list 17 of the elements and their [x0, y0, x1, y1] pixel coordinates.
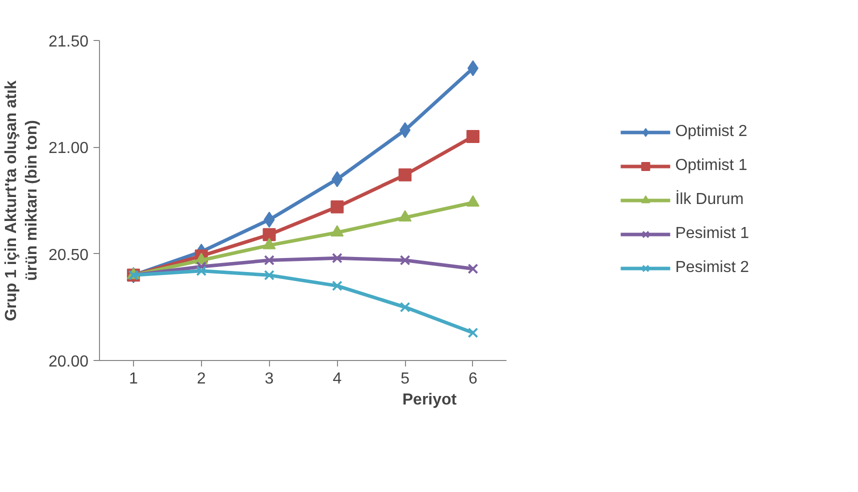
y-axis-title: Grup 1 için Akturt'ta oluşan atık ürün miktarı (bin ton)	[3, 80, 40, 322]
x-tick-label: 4	[332, 370, 342, 388]
legend-label: Pesimist 2	[675, 259, 749, 277]
legend-label: Optimist 2	[675, 123, 748, 141]
x-tick-label: 2	[196, 370, 206, 388]
x-tick-label: 6	[468, 370, 478, 388]
legend-label: Pesimist 1	[675, 225, 749, 243]
y-tick-label: 20.00	[48, 354, 89, 370]
x-tick-label: 3	[264, 370, 274, 388]
y-tick-label: 21.00	[48, 140, 89, 158]
x-tick-label: 5	[400, 370, 410, 388]
legend-label: Optimist 1	[675, 157, 748, 175]
y-tick-label: 21.50	[48, 34, 89, 50]
x-tick-label: 1	[129, 370, 138, 388]
legend-label: İlk Durum	[675, 191, 744, 209]
x-axis-title: Periyot	[402, 392, 458, 408]
y-tick-label: 20.50	[48, 246, 89, 264]
